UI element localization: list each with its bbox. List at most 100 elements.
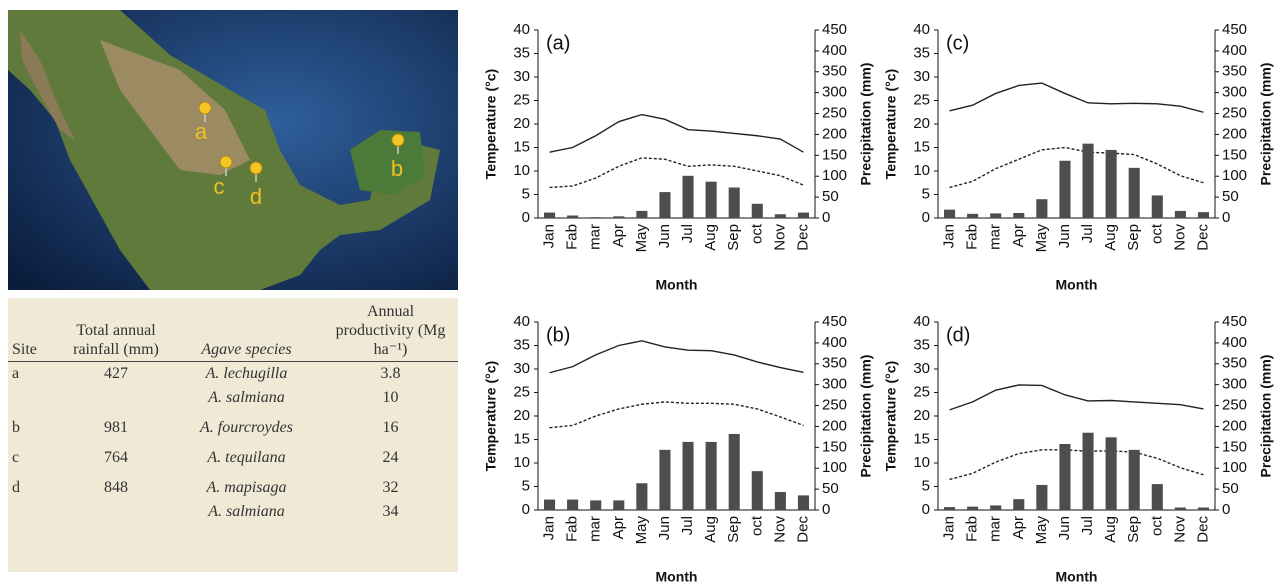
y-axis-title: Temperature (°c) bbox=[483, 69, 499, 179]
y2-tick-label: 150 bbox=[1222, 146, 1247, 163]
x-tick-label: Apr bbox=[1010, 516, 1027, 539]
y2-tick-label: 350 bbox=[822, 63, 847, 80]
y-tick-label: 30 bbox=[513, 360, 530, 377]
bar bbox=[729, 434, 740, 510]
species-cell: A. salmiana bbox=[170, 386, 323, 410]
productivity-cell: 34 bbox=[323, 500, 458, 524]
y-tick-label: 15 bbox=[513, 138, 530, 155]
panel-label: (d) bbox=[946, 324, 970, 346]
bar bbox=[944, 210, 955, 218]
panel-label: (a) bbox=[546, 32, 570, 54]
x-tick-label: Jul bbox=[679, 224, 696, 243]
y-tick-label: 20 bbox=[913, 407, 930, 424]
y2-tick-label: 450 bbox=[1222, 313, 1247, 330]
x-axis-title: Month bbox=[656, 569, 698, 583]
x-tick-label: Fab bbox=[964, 224, 981, 250]
blank-cell bbox=[62, 500, 170, 524]
y2-tick-label: 50 bbox=[1222, 188, 1239, 205]
chart: 0510152025303540050100150200250300350400… bbox=[483, 313, 874, 583]
x-tick-label: Jan bbox=[941, 516, 958, 540]
y2-tick-label: 200 bbox=[822, 125, 847, 142]
x-tick-label: Sep bbox=[725, 516, 742, 543]
table-header: Total annual rainfall (mm) bbox=[62, 298, 170, 362]
x-tick-label: Sep bbox=[725, 224, 742, 251]
bar bbox=[798, 495, 809, 510]
y2-tick-label: 100 bbox=[1222, 167, 1247, 184]
bar bbox=[775, 214, 786, 218]
productivity-cell: 16 bbox=[323, 410, 458, 440]
x-tick-label: Jun bbox=[656, 516, 673, 540]
x-tick-label: Nov bbox=[771, 224, 788, 251]
panel-label: (c) bbox=[946, 32, 969, 54]
bar bbox=[1175, 211, 1186, 218]
bar bbox=[683, 176, 694, 218]
x-tick-label: Nov bbox=[1171, 224, 1188, 251]
line bbox=[550, 115, 804, 153]
charts: 0510152025303540050100150200250300350400… bbox=[483, 21, 1274, 583]
x-tick-label: Sep bbox=[1125, 224, 1142, 251]
bar bbox=[752, 204, 763, 218]
bar bbox=[613, 216, 624, 218]
y2-tick-label: 0 bbox=[822, 209, 830, 226]
x-tick-label: mar bbox=[987, 224, 1004, 250]
y-tick-label: 40 bbox=[913, 21, 930, 38]
x-tick-label: oct bbox=[748, 223, 765, 244]
y-tick-label: 0 bbox=[922, 209, 930, 226]
bar bbox=[1106, 150, 1117, 218]
productivity-cell: 3.8 bbox=[323, 362, 458, 387]
y-axis-title: Temperature (°c) bbox=[483, 361, 499, 471]
y-axis-title: Temperature (°c) bbox=[883, 69, 899, 179]
chart: 0510152025303540050100150200250300350400… bbox=[883, 313, 1274, 583]
line bbox=[550, 158, 804, 188]
y2-tick-label: 450 bbox=[822, 313, 847, 330]
y-tick-label: 15 bbox=[513, 430, 530, 447]
y-tick-label: 20 bbox=[513, 407, 530, 424]
y-tick-label: 10 bbox=[913, 162, 930, 179]
y2-tick-label: 100 bbox=[822, 167, 847, 184]
y2-tick-label: 250 bbox=[1222, 105, 1247, 122]
line bbox=[550, 341, 804, 373]
x-tick-label: Jun bbox=[1056, 224, 1073, 248]
y-tick-label: 10 bbox=[913, 454, 930, 471]
y-tick-label: 35 bbox=[513, 44, 530, 61]
x-tick-label: oct bbox=[1148, 223, 1165, 244]
site-cell: b bbox=[8, 410, 62, 440]
y2-tick-label: 100 bbox=[1222, 459, 1247, 476]
x-tick-label: Jan bbox=[541, 516, 558, 540]
species-cell: A. lechugilla bbox=[170, 362, 323, 387]
bar bbox=[1083, 433, 1094, 510]
y2-axis-title: Precipitation (mm) bbox=[1258, 63, 1274, 186]
map: abcd bbox=[8, 10, 458, 290]
bar bbox=[1152, 484, 1163, 510]
productivity-cell: 10 bbox=[323, 386, 458, 410]
x-tick-label: Dec bbox=[794, 516, 811, 543]
blank-cell bbox=[8, 500, 62, 524]
y2-tick-label: 350 bbox=[1222, 355, 1247, 372]
y-tick-label: 0 bbox=[922, 501, 930, 518]
bar bbox=[990, 505, 1001, 510]
page: abcd 05101520253035400501001502002503003… bbox=[0, 0, 1274, 583]
y-tick-label: 5 bbox=[922, 185, 930, 202]
y2-tick-label: 200 bbox=[1222, 417, 1247, 434]
x-tick-label: Jun bbox=[1056, 516, 1073, 540]
bar bbox=[729, 188, 740, 218]
y-tick-label: 30 bbox=[913, 360, 930, 377]
y-tick-label: 15 bbox=[913, 138, 930, 155]
x-tick-label: mar bbox=[587, 516, 604, 542]
bar bbox=[1036, 485, 1047, 510]
pin-head bbox=[220, 156, 232, 168]
species-cell: A. tequilana bbox=[170, 440, 323, 470]
line bbox=[550, 402, 804, 428]
y2-tick-label: 250 bbox=[822, 105, 847, 122]
table-header: Annual productivity (Mg ha⁻¹) bbox=[323, 298, 458, 362]
y2-tick-label: 150 bbox=[1222, 438, 1247, 455]
rainfall-cell: 427 bbox=[62, 362, 170, 387]
bar bbox=[1198, 212, 1209, 218]
y2-tick-label: 300 bbox=[1222, 376, 1247, 393]
x-axis-title: Month bbox=[1056, 277, 1098, 293]
productivity-cell: 32 bbox=[323, 470, 458, 500]
y2-tick-label: 150 bbox=[822, 438, 847, 455]
y-tick-label: 15 bbox=[913, 430, 930, 447]
